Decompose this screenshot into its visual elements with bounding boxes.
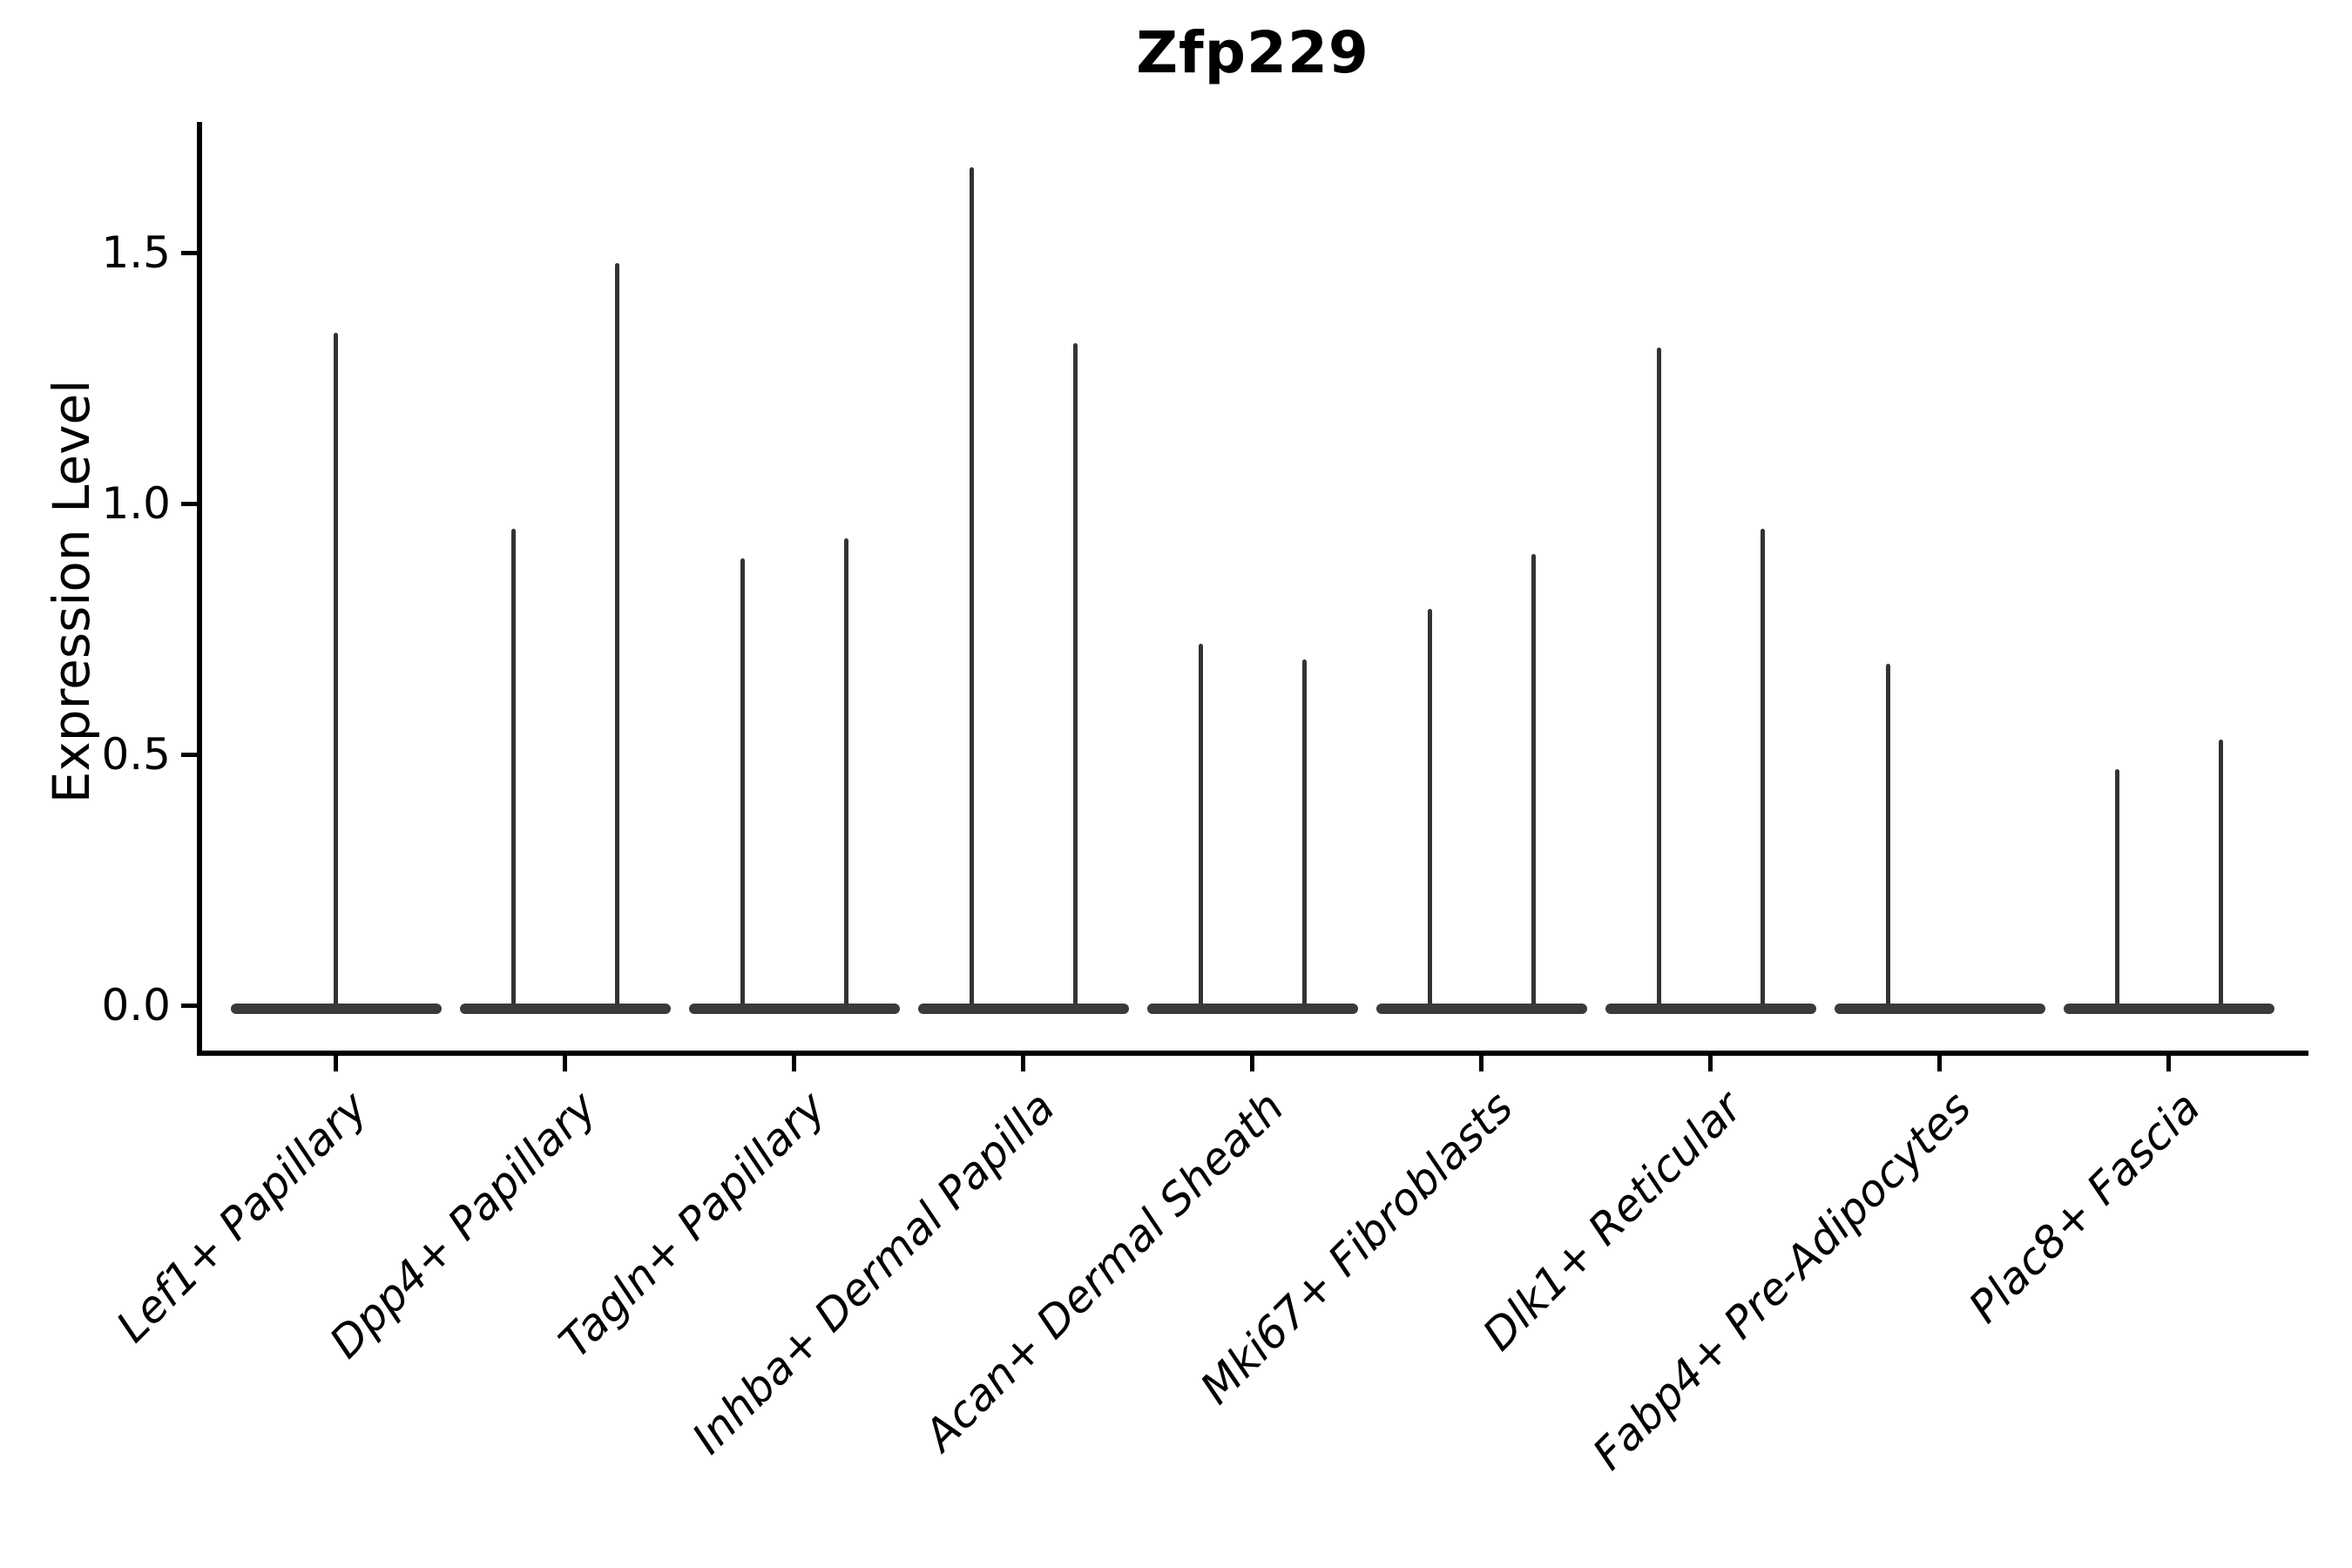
violin-baseline (917, 1004, 1129, 1014)
violin-spike (2218, 739, 2223, 1009)
x-tick (1250, 1056, 1255, 1071)
y-axis-label: Expression Level (42, 379, 101, 804)
violin-baseline (1834, 1004, 2045, 1014)
x-tick (563, 1056, 568, 1071)
y-axis-spine (197, 122, 202, 1056)
violin-spike (1072, 342, 1078, 1009)
violin-spike (969, 167, 974, 1009)
violin-baseline (1375, 1004, 1587, 1014)
violin-spike (510, 528, 516, 1009)
chart-title: Zfp229 (1136, 19, 1369, 86)
y-tick-label: 1.0 (101, 478, 171, 529)
violin-spike (740, 558, 745, 1009)
y-tick-label: 0.0 (101, 980, 171, 1031)
violin-spike (334, 333, 339, 1009)
violin-baseline (2063, 1004, 2274, 1014)
violin-spike (1885, 664, 1890, 1009)
violin-baseline (1146, 1004, 1358, 1014)
violin-spike (1198, 644, 1203, 1009)
violin-baseline (459, 1004, 671, 1014)
violin-spike (1656, 348, 1661, 1009)
violin-spike (1760, 528, 1765, 1009)
x-axis-spine (197, 1051, 2308, 1056)
x-tick (1021, 1056, 1026, 1071)
violin-baseline (230, 1004, 442, 1014)
y-tick-label: 0.5 (101, 729, 171, 780)
violin-baseline (1605, 1004, 1816, 1014)
violin-spike (1531, 553, 1536, 1009)
x-tick (334, 1056, 339, 1071)
y-tick (181, 501, 197, 506)
x-tick (1479, 1056, 1484, 1071)
y-tick (181, 250, 197, 255)
y-tick (181, 752, 197, 757)
violin-spike (843, 538, 848, 1009)
y-tick-label: 1.5 (101, 227, 171, 278)
violin-spike (2114, 769, 2119, 1009)
violin-spike (1301, 659, 1307, 1009)
violin-baseline (688, 1004, 900, 1014)
y-tick (181, 1003, 197, 1008)
x-tick (1937, 1056, 1943, 1071)
x-tick (1708, 1056, 1713, 1071)
x-tick (792, 1056, 797, 1071)
x-tick (2166, 1056, 2172, 1071)
violin-spike (1427, 608, 1432, 1009)
violin-spike (614, 262, 619, 1009)
